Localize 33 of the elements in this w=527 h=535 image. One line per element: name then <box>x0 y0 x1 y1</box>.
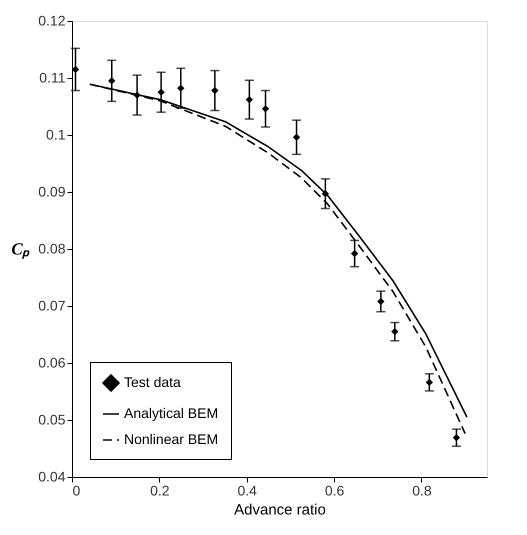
point <box>262 105 270 112</box>
point <box>211 87 218 94</box>
point <box>108 77 116 84</box>
point <box>452 434 460 442</box>
point <box>246 96 253 104</box>
point <box>426 378 433 386</box>
y-tick-label: 0.1 <box>46 126 66 142</box>
legend-label: Analytical BEM <box>124 405 218 421</box>
legend-label: Test data <box>124 374 182 390</box>
y-tick-label: 0.09 <box>38 184 66 200</box>
y-tick-label: 0.08 <box>38 240 66 256</box>
legend-label: Nonlinear BEM <box>124 431 218 447</box>
point <box>322 190 329 198</box>
y-tick-label: 0.06 <box>38 354 66 370</box>
y-tick-label: 0.11 <box>39 70 66 86</box>
x-tick-label: 0.2 <box>150 482 170 498</box>
point <box>177 84 184 92</box>
x-tick-label: 0 <box>72 482 80 498</box>
point <box>351 250 358 258</box>
point <box>391 328 398 336</box>
x-tick-label: 0.4 <box>238 482 258 498</box>
x-tick-label: 0.6 <box>324 482 345 498</box>
point <box>134 92 141 99</box>
x-axis-title: Advance ratio <box>234 502 326 518</box>
point <box>377 298 384 305</box>
y-tick-label: 0.04 <box>38 468 66 484</box>
y-tick-label: 0.07 <box>38 298 66 314</box>
point <box>293 134 300 141</box>
y-axis-title: Cₚ <box>11 240 31 260</box>
point <box>158 88 165 96</box>
x-tick-label: 0.8 <box>412 482 432 498</box>
y-tick-label: 0.05 <box>38 412 66 428</box>
y-tick-label: 0.12 <box>38 12 66 28</box>
